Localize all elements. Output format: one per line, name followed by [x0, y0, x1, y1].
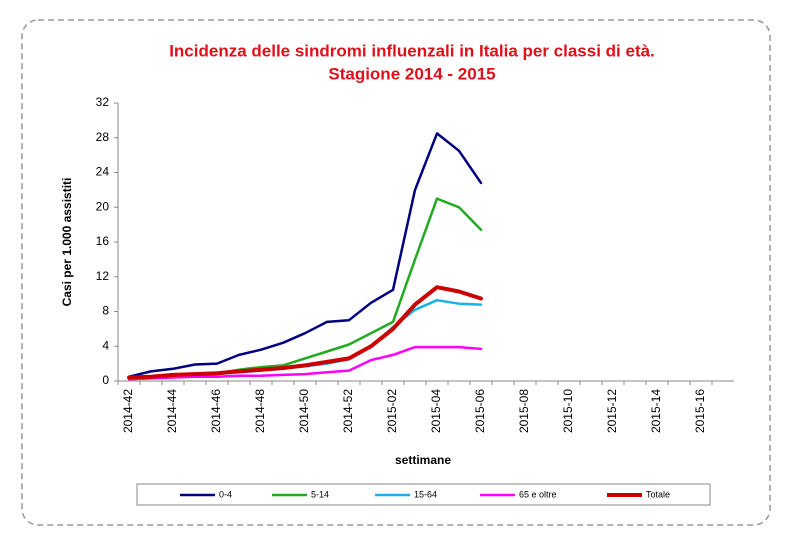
x-tick-label: 2015-02	[385, 389, 399, 433]
legend-label: 0-4	[219, 489, 232, 499]
x-tick-label: 2014-44	[165, 389, 179, 433]
x-tick-label: 2014-52	[341, 389, 355, 433]
legend-label: 5-14	[311, 489, 329, 499]
y-tick-label: 32	[96, 95, 110, 109]
series-line	[127, 132, 483, 378]
y-tick-label: 20	[96, 199, 110, 213]
x-tick-label: 2015-16	[693, 389, 707, 433]
x-tick-label: 2015-10	[561, 389, 575, 433]
y-tick-label: 24	[96, 165, 110, 179]
legend-label: 65 e oltre	[519, 489, 557, 499]
y-tick-label: 16	[96, 234, 110, 248]
y-tick-label: 28	[96, 130, 110, 144]
y-tick-label: 4	[102, 338, 109, 352]
y-tick-label: 12	[96, 269, 110, 283]
x-tick-label: 2014-50	[297, 389, 311, 433]
x-tick-label: 2015-06	[473, 389, 487, 433]
legend-label: Totale	[646, 489, 670, 499]
series-line	[127, 197, 483, 380]
chart-title: Incidenza delle sindromi influenzali in …	[169, 41, 655, 60]
y-tick-label: 8	[102, 304, 109, 318]
legend	[136, 483, 711, 506]
series-line	[127, 285, 483, 380]
chart-subtitle: Stagione 2014 - 2015	[328, 64, 495, 83]
y-tick-label: 0	[102, 373, 109, 387]
x-tick-label: 2014-48	[253, 389, 267, 433]
x-tick-label: 2014-46	[209, 389, 223, 433]
x-tick-label: 2014-42	[121, 389, 135, 433]
y-axis-title: Casi per 1.000 assistiti	[60, 178, 74, 307]
series-line	[127, 345, 483, 381]
x-tick-label: 2015-04	[429, 389, 443, 433]
legend-label: 15-64	[414, 489, 437, 499]
x-tick-label: 2015-12	[605, 389, 619, 433]
x-tick-label: 2015-14	[649, 389, 663, 433]
x-tick-label: 2015-08	[517, 389, 531, 433]
x-axis-title: settimane	[395, 453, 451, 467]
